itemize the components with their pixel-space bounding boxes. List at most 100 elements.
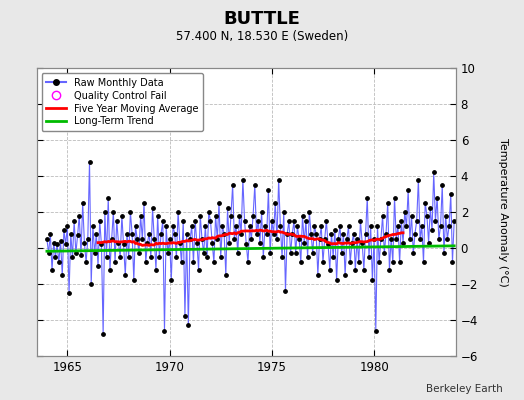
Point (331, 227, 339, 233)
Point (385, 266, 394, 273)
Point (141, 259, 150, 266)
Point (344, 223, 353, 230)
Point (394, 223, 402, 230)
Point (402, 223, 411, 230)
Point (297, 259, 305, 266)
Point (436, 223, 445, 230)
Point (443, 236, 452, 242)
Point (355, 259, 363, 266)
Point (104, 194, 113, 201)
Point (370, 236, 378, 242)
Point (170, 230, 179, 237)
Point (79, 200, 87, 206)
Point (167, 277, 176, 284)
Point (54, 259, 63, 266)
Point (305, 209, 313, 215)
Point (91, 250, 99, 257)
Point (138, 236, 147, 242)
Point (225, 239, 233, 246)
Point (293, 223, 302, 230)
Point (300, 239, 309, 246)
Point (163, 250, 172, 257)
Point (159, 218, 167, 224)
Point (412, 218, 421, 224)
Point (430, 169, 438, 176)
Point (283, 230, 291, 237)
Point (341, 272, 350, 278)
Point (174, 209, 182, 215)
Point (232, 223, 240, 230)
Point (281, 288, 290, 294)
Point (253, 230, 261, 237)
Point (208, 239, 216, 246)
Point (334, 236, 343, 242)
Point (43, 236, 51, 242)
Point (128, 230, 136, 237)
Point (114, 239, 123, 246)
Point (125, 254, 133, 260)
Point (268, 218, 276, 224)
Point (291, 250, 300, 257)
Point (290, 218, 298, 224)
Point (132, 223, 140, 230)
Point (129, 277, 138, 284)
Point (441, 212, 450, 219)
Point (155, 254, 163, 260)
Point (189, 259, 198, 266)
Point (191, 218, 199, 224)
Point (438, 182, 446, 188)
Point (46, 230, 54, 237)
Point (269, 230, 278, 237)
Point (113, 218, 121, 224)
Point (148, 205, 157, 212)
Point (143, 239, 151, 246)
Point (68, 254, 77, 260)
Point (339, 230, 347, 237)
Point (307, 230, 315, 237)
Point (97, 241, 106, 248)
Point (150, 236, 158, 242)
Point (329, 254, 337, 260)
Point (278, 254, 286, 260)
Point (247, 236, 256, 242)
Point (261, 223, 269, 230)
Point (136, 212, 145, 219)
Point (312, 230, 320, 237)
Point (256, 239, 264, 246)
Point (450, 218, 458, 224)
Point (332, 277, 341, 284)
Point (423, 212, 431, 219)
Point (51, 254, 60, 260)
Point (287, 250, 295, 257)
Point (426, 205, 434, 212)
Point (220, 230, 228, 237)
Point (73, 232, 82, 238)
Point (396, 259, 404, 266)
Point (259, 254, 268, 260)
Point (95, 218, 104, 224)
Point (50, 239, 58, 246)
Point (343, 236, 351, 242)
Text: Berkeley Earth: Berkeley Earth (427, 384, 503, 394)
Point (82, 259, 90, 266)
Point (179, 218, 188, 224)
Point (48, 266, 56, 273)
Point (154, 212, 162, 219)
Point (310, 223, 319, 230)
Point (351, 266, 359, 273)
Point (421, 200, 429, 206)
Point (346, 259, 354, 266)
Point (193, 239, 201, 246)
Point (257, 209, 266, 215)
Point (70, 218, 79, 224)
Point (177, 259, 185, 266)
Point (295, 236, 303, 242)
Point (273, 236, 281, 242)
Y-axis label: Temperature Anomaly (°C): Temperature Anomaly (°C) (498, 138, 508, 286)
Point (45, 250, 53, 257)
Point (448, 259, 456, 266)
Point (387, 236, 395, 242)
Point (411, 230, 419, 237)
Point (414, 176, 422, 183)
Point (63, 223, 72, 230)
